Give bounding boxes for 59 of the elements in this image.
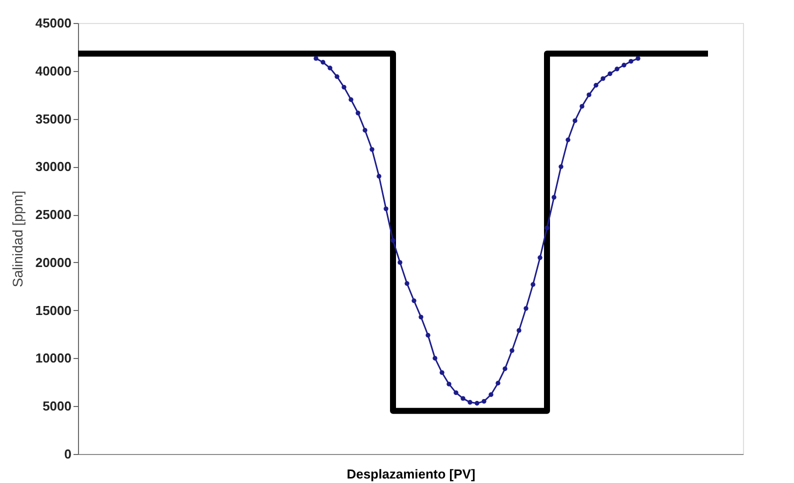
point <box>348 97 354 102</box>
point <box>636 56 640 61</box>
y-tick-label: 20000 <box>35 254 72 270</box>
point <box>404 281 410 286</box>
y-tick-label: 10000 <box>35 350 72 366</box>
point <box>608 71 612 76</box>
y-tick-label: 30000 <box>35 159 72 174</box>
point <box>488 392 494 397</box>
y-tick-label: 45000 <box>35 16 72 30</box>
x-axis-title: Desplazamiento [PV] <box>346 466 476 482</box>
point <box>622 62 626 68</box>
point <box>356 110 360 116</box>
point <box>552 194 556 200</box>
y-tick-label: 25000 <box>35 207 72 222</box>
point <box>370 147 374 152</box>
point <box>600 76 606 81</box>
point <box>516 328 522 333</box>
point <box>460 396 466 401</box>
point <box>594 82 598 88</box>
point <box>558 164 564 170</box>
point <box>432 356 438 361</box>
point <box>376 174 382 179</box>
point <box>440 370 444 375</box>
y-tick-label: 35000 <box>35 111 72 126</box>
point <box>502 366 508 372</box>
point <box>614 66 620 72</box>
point <box>412 298 416 304</box>
point <box>384 206 388 212</box>
point <box>468 400 472 405</box>
point <box>418 314 424 320</box>
point <box>334 74 340 79</box>
point <box>510 348 514 353</box>
y-tick-label: 5000 <box>42 398 72 414</box>
point <box>482 398 486 404</box>
y-tick-label: 40000 <box>35 63 72 78</box>
point <box>544 226 550 230</box>
point <box>362 128 368 133</box>
point <box>586 92 592 98</box>
point <box>530 282 536 287</box>
point <box>342 84 346 90</box>
point <box>628 58 634 64</box>
point <box>314 56 318 61</box>
point <box>390 238 396 243</box>
y-tick-label: 0 <box>64 446 72 462</box>
point <box>524 306 528 311</box>
point <box>572 118 578 124</box>
point <box>446 382 452 386</box>
y-axis-title: Salinidad [ppm] <box>9 190 26 288</box>
point <box>474 400 480 406</box>
point <box>426 332 430 338</box>
y-tick-label: 15000 <box>35 302 72 318</box>
point <box>328 66 332 70</box>
point <box>496 380 500 386</box>
point <box>320 60 326 65</box>
point <box>454 390 458 396</box>
point <box>538 255 542 260</box>
point <box>398 260 402 265</box>
point <box>566 138 570 142</box>
point <box>580 104 584 109</box>
